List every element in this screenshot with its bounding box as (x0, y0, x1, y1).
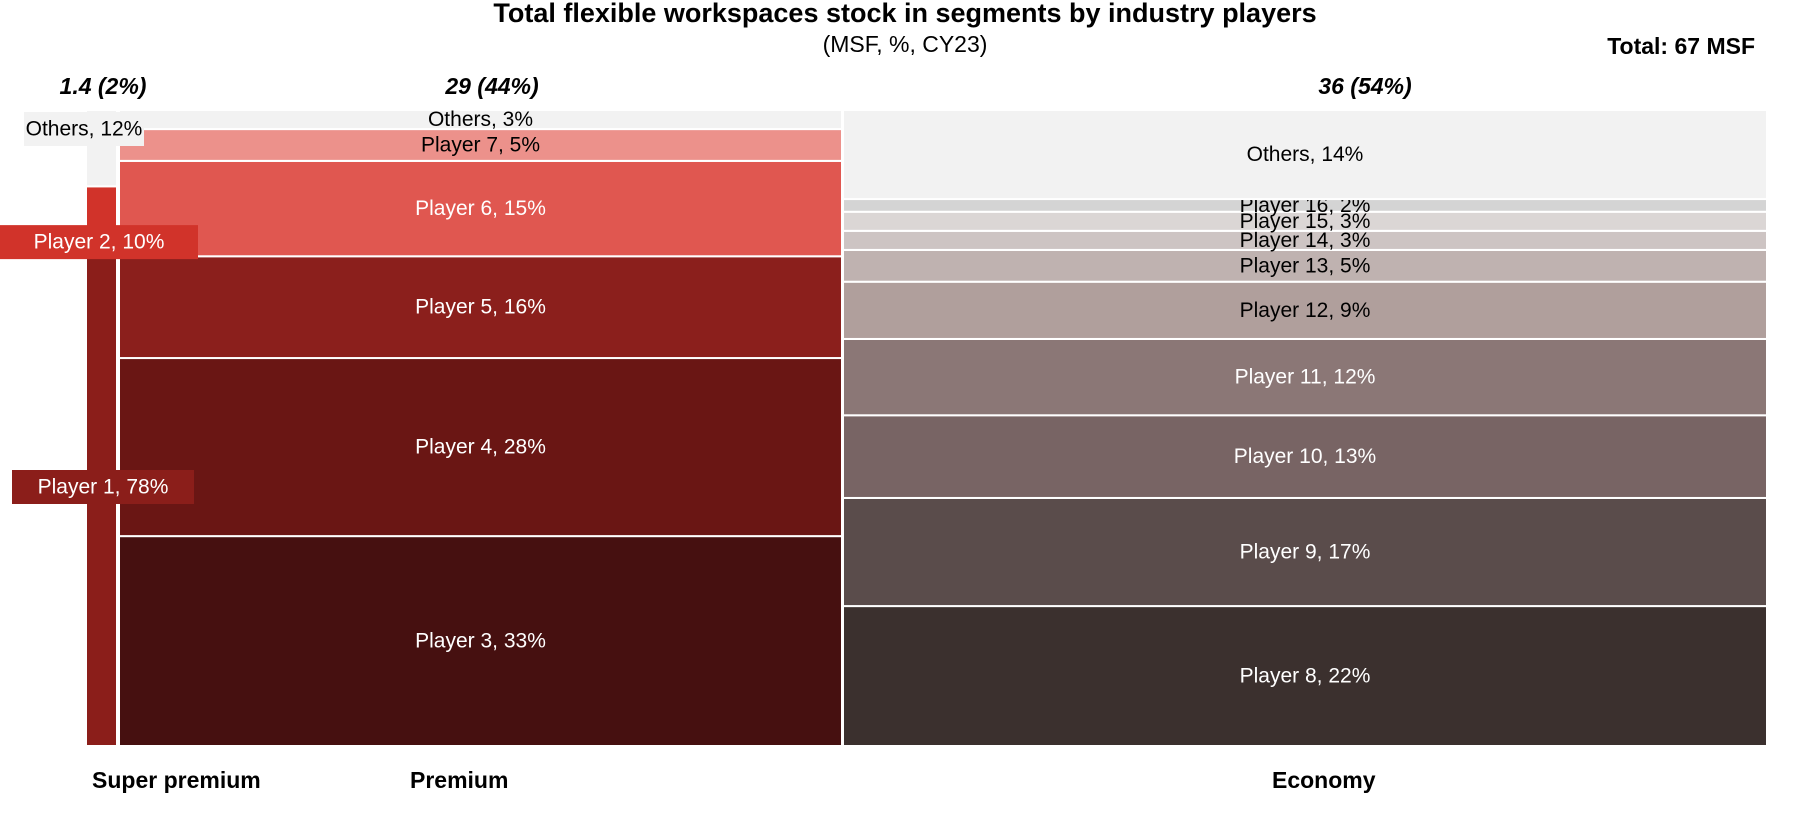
chart-title: Total flexible workspaces stock in segme… (493, 0, 1316, 28)
bar-segment-economy-player-11 (842, 337, 1768, 417)
column-header-super-premium: 1.4 (2%) (60, 73, 147, 99)
column-header-premium: 29 (44%) (444, 73, 538, 99)
data-label-economy-player-13: Player 13, 5% (1240, 254, 1371, 277)
category-label-super-premium: Super premium (92, 767, 261, 793)
data-label-premium-player-4: Player 4, 28% (415, 436, 546, 459)
data-label-economy-player-8: Player 8, 22% (1240, 665, 1371, 688)
category-label-premium: Premium (410, 767, 508, 793)
bar-segment-economy-others (842, 109, 1768, 201)
bar-segment-premium-player-6 (118, 159, 843, 258)
bar-segment-premium-player-3 (118, 535, 843, 747)
data-label-super-premium-player-2: Player 2, 10% (34, 231, 165, 254)
data-label-economy-others: Others, 14% (1247, 143, 1364, 166)
data-label-economy-player-10: Player 10, 13% (1234, 445, 1376, 468)
data-label-economy-player-9: Player 9, 17% (1240, 541, 1371, 564)
data-label-premium-player-7: Player 7, 5% (421, 134, 540, 157)
chart-callouts: Player 1, 78% Player 2, 10% Others, 12% (0, 112, 198, 504)
bar-segment-economy-player-9 (842, 496, 1768, 608)
bar-segment-premium-player-5 (118, 255, 843, 360)
data-label-super-premium-player-1: Player 1, 78% (38, 476, 169, 499)
bar-segment-economy-player-12 (842, 280, 1768, 340)
data-label-economy-player-11: Player 11, 12% (1235, 366, 1376, 389)
data-label-premium-player-3: Player 3, 33% (415, 630, 546, 653)
chart-subtitle: (MSF, %, CY23) (823, 31, 988, 57)
data-label-economy-player-15: Player 15, 3% (1240, 210, 1371, 233)
data-label-premium-player-6: Player 6, 15% (415, 197, 546, 220)
bar-segment-economy-player-10 (842, 414, 1768, 499)
data-label-economy-player-14: Player 14, 3% (1240, 229, 1371, 252)
bar-segment-economy-player-8 (842, 605, 1768, 748)
total-label: Total: 67 MSF (1607, 33, 1755, 59)
callout-box-super-premium-others (24, 112, 144, 146)
chart-bars: Player 3, 33% Player 4, 28% Player 5, 16% P… (85, 108, 1768, 748)
callout-box-super-premium-player-2 (0, 225, 198, 260)
category-label-economy: Economy (1272, 767, 1376, 793)
bar-segment-premium-player-4 (118, 357, 843, 538)
column-header-economy: 36 (54%) (1318, 73, 1411, 99)
data-label-premium-others: Others, 3% (428, 108, 533, 131)
callout-box-super-premium-player-1 (12, 470, 194, 504)
data-label-premium-player-5: Player 5, 16% (415, 296, 546, 319)
data-label-super-premium-others: Others, 12% (26, 118, 143, 141)
data-label-economy-player-12: Player 12, 9% (1240, 299, 1371, 322)
